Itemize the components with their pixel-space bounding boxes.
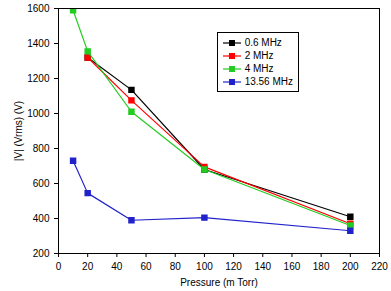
- svg-text:800: 800: [33, 143, 50, 154]
- svg-text:1000: 1000: [27, 108, 50, 119]
- svg-text:0: 0: [56, 261, 62, 272]
- svg-text:400: 400: [33, 213, 50, 224]
- svg-text:1600: 1600: [27, 3, 50, 14]
- svg-text:140: 140: [254, 261, 271, 272]
- svg-text:1400: 1400: [27, 38, 50, 49]
- svg-text:600: 600: [33, 178, 50, 189]
- svg-text:40: 40: [111, 261, 123, 272]
- html-text:0.6 MHz: 0.6 MHz: [244, 37, 282, 48]
- html-text:2 MHz: 2 MHz: [244, 50, 274, 61]
- svg-text:160: 160: [284, 261, 301, 272]
- svg-text:100: 100: [196, 261, 213, 272]
- svg-text:220: 220: [371, 261, 388, 272]
- svg-text:80: 80: [170, 261, 182, 272]
- svg-text:120: 120: [225, 261, 242, 272]
- svg-text:20: 20: [82, 261, 94, 272]
- svg-text:60: 60: [140, 261, 152, 272]
- svg-text:200: 200: [33, 248, 50, 259]
- svg-text:|V| (Vrms) (V): |V| (Vrms) (V): [13, 101, 24, 161]
- svg-text:200: 200: [342, 261, 359, 272]
- html-text:4 MHz: 4 MHz: [244, 63, 274, 74]
- svg-text:1200: 1200: [27, 73, 50, 84]
- html-text:13.56 MHz: 13.56 MHz: [244, 76, 293, 87]
- svg-text:Pressure (m Torr): Pressure (m Torr): [180, 277, 258, 288]
- svg-text:180: 180: [313, 261, 330, 272]
